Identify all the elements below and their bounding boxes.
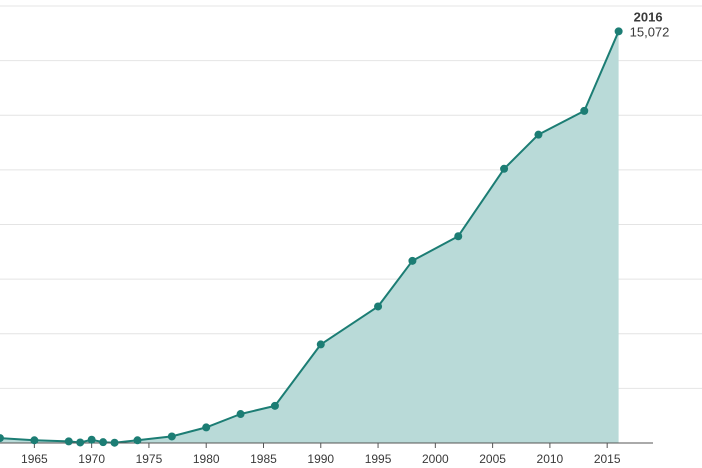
data-point <box>30 436 39 445</box>
data-point <box>236 410 245 419</box>
x-tick-label: 1995 <box>365 452 392 466</box>
data-point <box>99 438 108 447</box>
data-point <box>76 438 85 447</box>
data-point <box>408 256 417 265</box>
data-point <box>316 340 325 349</box>
gridlines <box>0 5 702 389</box>
data-point <box>454 232 463 241</box>
x-tick-label: 2015 <box>594 452 621 466</box>
data-point <box>500 164 509 173</box>
data-point <box>270 401 279 410</box>
data-point <box>0 434 4 443</box>
data-point <box>534 130 543 139</box>
data-point <box>202 423 211 432</box>
data-point <box>167 432 176 441</box>
data-point <box>580 106 589 115</box>
x-tick-label: 2010 <box>537 452 564 466</box>
data-point <box>110 438 119 447</box>
x-tick-label: 2005 <box>479 452 506 466</box>
callout-year-label: 2016 <box>634 9 663 24</box>
data-point <box>87 435 96 444</box>
x-tick-label: 1985 <box>250 452 277 466</box>
x-tick-label: 1975 <box>136 452 163 466</box>
area-fill <box>0 31 619 444</box>
callout-value-label: 15,072 <box>630 24 670 39</box>
data-point <box>133 436 142 445</box>
data-point <box>374 302 383 311</box>
data-points <box>0 27 623 447</box>
x-tick-label: 1965 <box>21 452 48 466</box>
x-tick-label: 2000 <box>422 452 449 466</box>
x-tick-label: 1980 <box>193 452 220 466</box>
data-point <box>614 27 623 36</box>
x-axis-ticks: 1965 1970 1975 1980 1985 1990 1995 2000 2005 2010… <box>21 443 621 466</box>
data-point <box>64 437 73 446</box>
x-tick-label: 1990 <box>307 452 334 466</box>
x-tick-label: 1970 <box>78 452 105 466</box>
